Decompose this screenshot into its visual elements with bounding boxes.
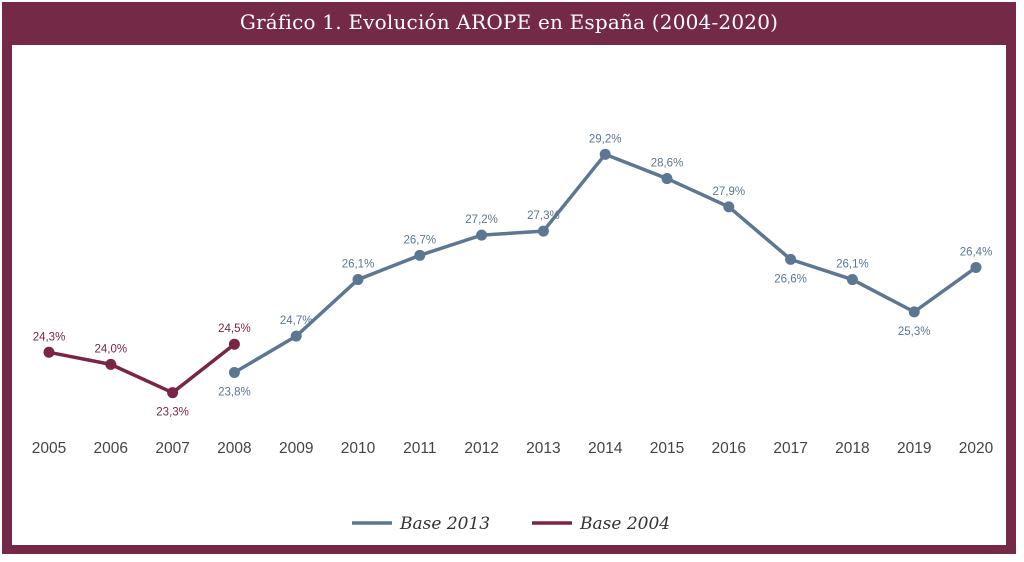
x-tick-label: 2010 [341, 440, 376, 457]
x-tick-label: 2012 [464, 440, 498, 457]
data-label: 23,8% [218, 386, 251, 398]
data-point [723, 201, 735, 213]
chart-frame: Gráfico 1. Evolución AROPE en España (20… [2, 2, 1016, 554]
x-tick-label: 2016 [712, 440, 746, 457]
data-label: 27,3% [527, 210, 560, 222]
data-label: 26,1% [836, 259, 869, 271]
data-point [414, 249, 426, 261]
legend-label: Base 2013 [399, 514, 490, 534]
data-label: 28,6% [651, 158, 684, 170]
x-tick-label: 2005 [32, 440, 66, 457]
legend-label: Base 2004 [579, 514, 670, 534]
x-tick-label: 2006 [94, 440, 128, 457]
x-tick-label: 2019 [897, 440, 931, 457]
data-label: 26,7% [403, 234, 436, 246]
x-tick-label: 2011 [403, 440, 436, 457]
x-tick-label: 2009 [279, 440, 313, 457]
data-point [43, 346, 55, 358]
series-line-base-2004 [47, 342, 237, 395]
data-point [846, 274, 858, 286]
data-label: 23,3% [156, 407, 189, 419]
data-label: 24,7% [280, 315, 313, 327]
data-point [228, 366, 240, 378]
data-label: 26,6% [774, 273, 807, 285]
line-chart: 2005 2006 2007 2008 2009 2010 2011 2012 2013 2014… [32, 133, 994, 534]
data-label: 29,2% [589, 133, 622, 145]
x-tick-label: 2017 [773, 440, 807, 457]
data-point [476, 229, 488, 241]
data-point [537, 225, 549, 237]
chart-panel: 2005 2006 2007 2008 2009 2010 2011 2012 2013 2014… [12, 45, 1006, 545]
x-tick-label: 2008 [217, 440, 251, 457]
chart-title: Gráfico 1. Evolución AROPE en España (20… [239, 10, 779, 34]
x-tick-label: 2014 [588, 440, 623, 457]
x-tick-label: 2018 [835, 440, 869, 457]
data-point [908, 306, 920, 318]
data-label: 24,3% [33, 331, 66, 343]
data-point [167, 387, 179, 399]
data-point [290, 330, 302, 342]
data-label: 27,2% [465, 214, 498, 226]
data-label: 24,5% [218, 323, 251, 335]
data-point [785, 253, 797, 265]
x-tick-label: 2007 [155, 440, 189, 457]
data-point [970, 261, 982, 273]
data-point [661, 173, 673, 185]
x-tick-label: 2020 [959, 440, 994, 457]
x-tick-label: 2013 [526, 440, 560, 457]
data-label: 24,0% [94, 343, 127, 355]
data-label: 26,1% [342, 259, 375, 271]
data-point [599, 148, 611, 160]
data-point [105, 358, 117, 370]
data-point [228, 338, 240, 350]
data-label: 27,9% [712, 186, 745, 198]
data-label: 25,3% [898, 326, 931, 338]
data-label: 26,4% [960, 246, 993, 258]
x-tick-label: 2015 [650, 440, 684, 457]
data-point [352, 274, 364, 286]
